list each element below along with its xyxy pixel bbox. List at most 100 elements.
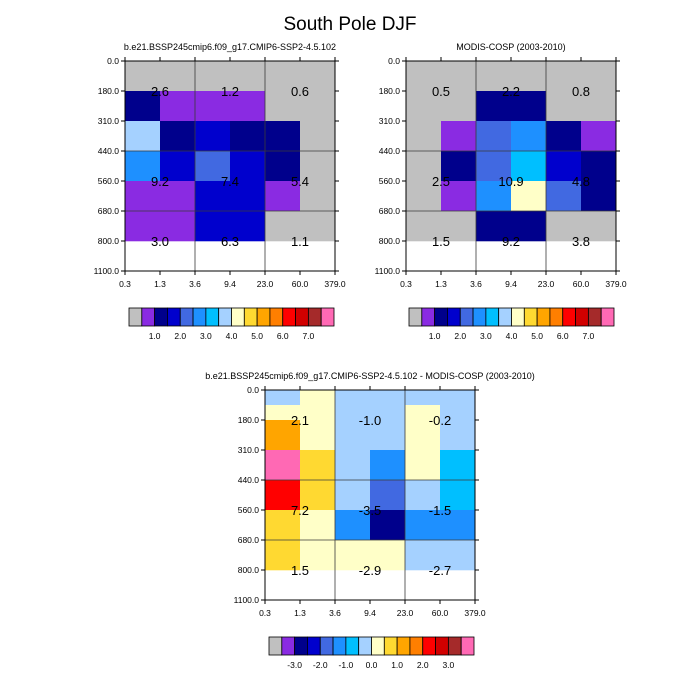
colorbar-swatch — [498, 307, 512, 327]
colorbar-swatch — [523, 307, 538, 327]
colorbar-label: 5.0 — [531, 331, 543, 341]
y-tick-label: 680.0 — [379, 206, 401, 216]
heatmap-cell — [511, 151, 547, 182]
box-value-label: 3.8 — [572, 234, 590, 249]
heatmap-cell — [265, 211, 301, 242]
heatmap-cell — [335, 420, 371, 451]
heatmap-cell — [300, 61, 336, 77]
heatmap-cell — [405, 510, 441, 541]
heatmap-cell — [476, 151, 512, 182]
heatmap-cell — [546, 211, 582, 242]
heatmap-cell — [265, 91, 301, 122]
heatmap-cell — [335, 405, 371, 421]
heatmap-cell — [370, 480, 406, 511]
heatmap-cell — [406, 121, 442, 152]
heatmap-cell — [265, 76, 301, 92]
heatmap-cell — [581, 76, 617, 92]
box-value-label: 10.9 — [498, 174, 523, 189]
colorbar-label: 5.0 — [251, 331, 263, 341]
box-value-label: 1.5 — [432, 234, 450, 249]
heatmap-cell — [195, 91, 231, 122]
heatmap-cell — [370, 540, 406, 571]
colorbar-label: 1.0 — [391, 660, 403, 670]
colorbar-swatch — [562, 307, 576, 327]
heatmap-cell — [265, 121, 301, 152]
colorbar-label: -2.0 — [313, 660, 328, 670]
heatmap-cell — [195, 61, 231, 77]
colorbar-swatch — [243, 307, 258, 327]
heatmap-cell — [476, 76, 512, 92]
heatmap-cell — [441, 211, 477, 242]
heatmap-cell — [195, 76, 231, 92]
colorbar-swatch — [383, 636, 398, 656]
box-value-label: 7.4 — [221, 174, 239, 189]
heatmap-cell — [581, 91, 617, 122]
y-tick-label: 180.0 — [98, 86, 120, 96]
box-value-label: -1.0 — [359, 413, 381, 428]
colorbar-swatch — [231, 307, 245, 327]
y-tick-label: 680.0 — [98, 206, 120, 216]
heatmap-cell — [440, 540, 476, 571]
box-value-label: 2.2 — [502, 84, 520, 99]
box-value-label: -0.2 — [429, 413, 451, 428]
y-tick-label: 310.0 — [379, 116, 401, 126]
heatmap-cell — [441, 181, 477, 212]
colorbar-swatch — [192, 307, 207, 327]
y-tick-label: 800.0 — [238, 565, 260, 575]
colorbar-swatch — [281, 636, 296, 656]
heatmap-cell — [511, 91, 547, 122]
heatmap-cell — [125, 211, 161, 242]
heatmap-cell — [230, 61, 266, 77]
x-tick-label: 9.4 — [364, 608, 376, 618]
heatmap-cell — [300, 540, 336, 571]
y-tick-label: 560.0 — [238, 505, 260, 515]
colorbar-label: 6.0 — [557, 331, 569, 341]
colorbar-swatch — [205, 307, 220, 327]
heatmap-cell — [370, 405, 406, 421]
x-tick-label: 3.6 — [470, 279, 482, 289]
y-tick-label: 440.0 — [98, 146, 120, 156]
heatmap-cell — [335, 540, 371, 571]
x-tick-label: 379.0 — [605, 279, 627, 289]
colorbar-swatch — [549, 307, 564, 327]
heatmap-cell — [230, 76, 266, 92]
colorbar-swatch — [435, 636, 449, 656]
colorbar-swatch — [408, 307, 423, 327]
heatmap-cell — [160, 181, 196, 212]
heatmap-cell — [300, 480, 336, 511]
heatmap-cell — [230, 151, 266, 182]
heatmap-cell — [160, 211, 196, 242]
box-value-label: -1.5 — [429, 503, 451, 518]
colorbar-swatch — [575, 307, 589, 327]
heatmap-cell — [265, 540, 301, 571]
box-value-label: 7.2 — [291, 503, 309, 518]
y-tick-label: 1100.0 — [234, 595, 260, 605]
heatmap-cell — [546, 91, 582, 122]
colorbar-swatch — [268, 636, 283, 656]
box-value-label: 1.1 — [291, 234, 309, 249]
colorbar-swatch — [434, 307, 448, 327]
colorbar-swatch — [459, 307, 474, 327]
heatmap-cell — [195, 211, 231, 242]
heatmap-cell — [406, 91, 442, 122]
colorbar-swatch — [307, 307, 322, 327]
y-tick-label: 560.0 — [98, 176, 120, 186]
heatmap-cell — [160, 76, 196, 92]
y-tick-label: 180.0 — [379, 86, 401, 96]
box-value-label: 1.5 — [291, 563, 309, 578]
colorbar-swatch — [218, 307, 232, 327]
colorbar-swatch — [511, 307, 525, 327]
box-value-label: 0.6 — [291, 84, 309, 99]
heatmap-cell — [370, 450, 406, 481]
heatmap-cell — [265, 405, 301, 421]
colorbar-label: 2.0 — [417, 660, 429, 670]
heatmap-cell — [160, 151, 196, 182]
heatmap-cell — [160, 91, 196, 122]
box-value-label: 3.0 — [151, 234, 169, 249]
heatmap-cell — [125, 61, 161, 77]
heatmap-cell — [265, 390, 301, 406]
heatmap-cell — [370, 420, 406, 451]
x-tick-label: 1.3 — [294, 608, 306, 618]
heatmap-cell — [265, 510, 301, 541]
x-tick-label: 1.3 — [154, 279, 166, 289]
